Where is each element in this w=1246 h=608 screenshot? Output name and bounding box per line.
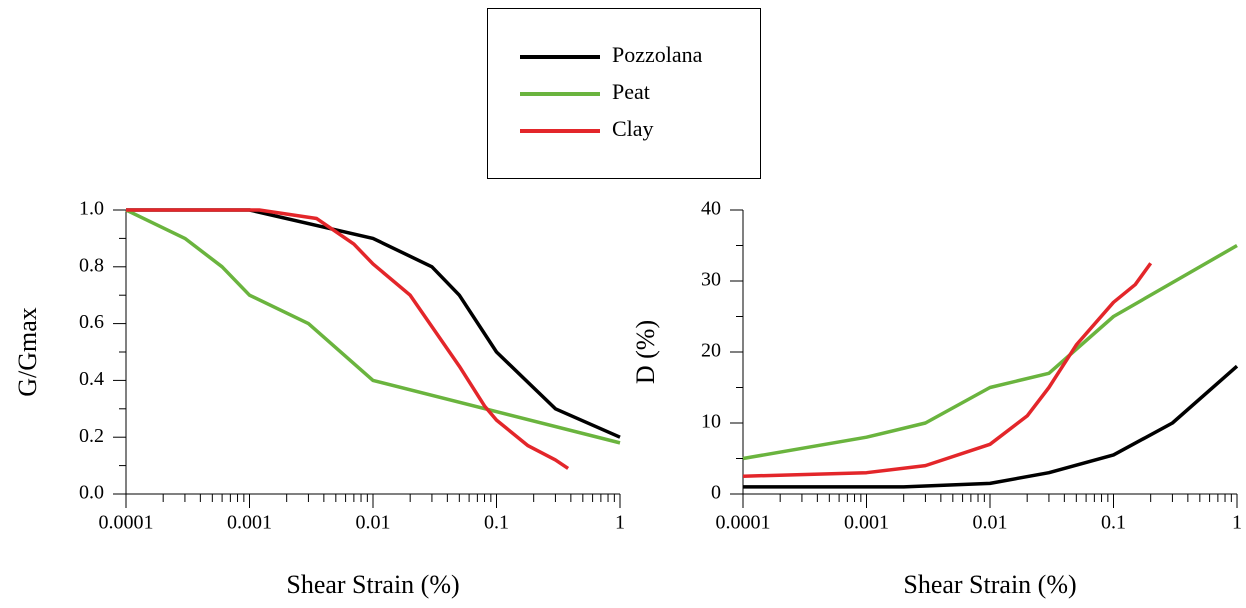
data-line <box>126 208 570 470</box>
y-tick-label: 40 <box>701 198 721 220</box>
data-line <box>742 243 1238 461</box>
x-tick-label: 0.1 <box>484 512 509 534</box>
x-tick-label: 0.001 <box>844 512 889 534</box>
x-axis-title: Shear Strain (%) <box>903 570 1076 599</box>
x-tick-label: 0.001 <box>227 512 272 534</box>
y-tick-label: 0 <box>711 482 721 504</box>
y-tick-label: 0.6 <box>79 311 104 333</box>
legend-label: Peat <box>612 79 650 104</box>
x-tick-label: 0.01 <box>356 512 391 534</box>
data-line <box>126 208 621 439</box>
data-line <box>125 208 621 445</box>
y-axis-title: D (%) <box>631 320 660 384</box>
y-tick-label: 0.8 <box>79 254 104 276</box>
legend-label: Pozzolana <box>612 42 703 67</box>
legend-label: Clay <box>612 116 654 141</box>
x-tick-label: 1 <box>615 512 625 534</box>
y-axis-title: G/Gmax <box>13 307 42 397</box>
data-line <box>743 364 1239 489</box>
x-tick-label: 0.0001 <box>99 512 154 534</box>
x-tick-label: 0.01 <box>973 512 1008 534</box>
x-axis-title: Shear Strain (%) <box>286 570 459 599</box>
y-tick-label: 1.0 <box>79 198 104 220</box>
y-tick-label: 0.4 <box>79 368 104 390</box>
y-tick-label: 30 <box>701 269 721 291</box>
x-tick-label: 0.1 <box>1101 512 1126 534</box>
y-tick-label: 20 <box>701 340 721 362</box>
x-tick-label: 1 <box>1232 512 1242 534</box>
y-tick-label: 0.0 <box>79 482 104 504</box>
y-tick-label: 10 <box>701 411 721 433</box>
x-tick-label: 0.0001 <box>716 512 771 534</box>
data-line <box>742 262 1153 478</box>
y-tick-label: 0.2 <box>79 425 104 447</box>
